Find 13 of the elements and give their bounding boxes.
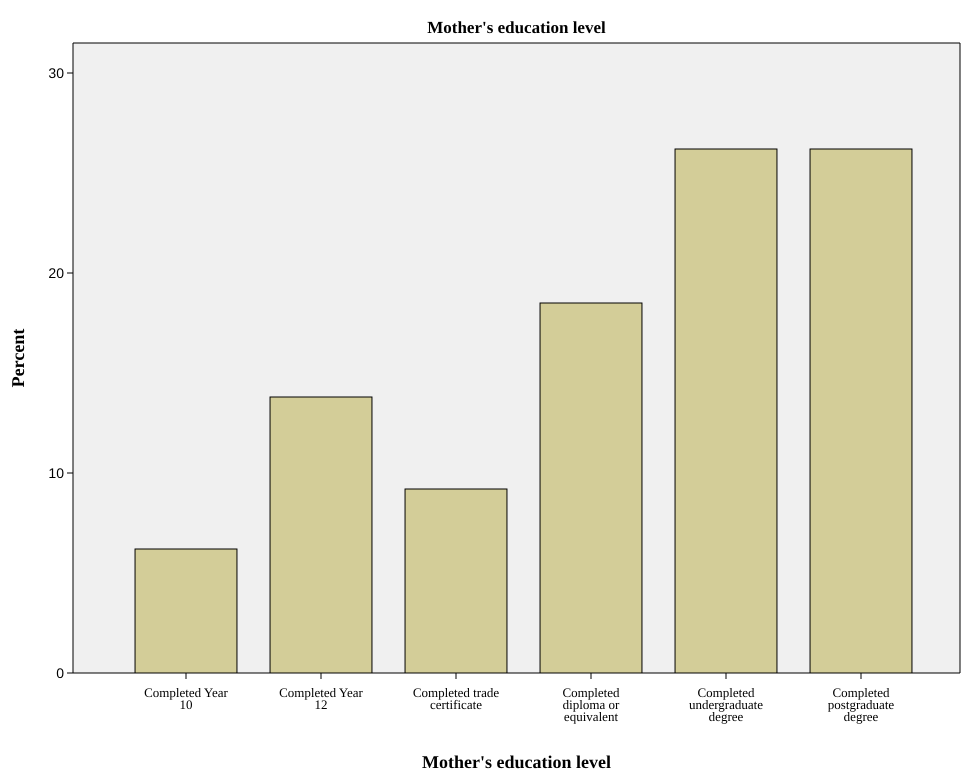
x-axis-title: Mother's education level	[422, 752, 611, 772]
x-tick-label: Completed diploma or equivalent	[562, 685, 620, 724]
x-tick-label: Completed Year 10	[144, 685, 229, 712]
x-tick-label: Completed postgraduate degree	[828, 685, 894, 724]
y-tick-label: 0	[56, 664, 64, 681]
chart-title: Mother's education level	[427, 18, 606, 37]
y-axis-title: Percent	[8, 328, 28, 388]
y-tick-label: 10	[48, 464, 64, 481]
x-tick-label: Completed undergraduate degree	[688, 685, 764, 724]
y-tick-label: 30	[48, 64, 64, 81]
y-tick-label: 20	[48, 264, 64, 281]
x-tick-label: Completed trade certificate	[412, 685, 500, 712]
x-tick-label: Completed Year 12	[279, 685, 364, 712]
